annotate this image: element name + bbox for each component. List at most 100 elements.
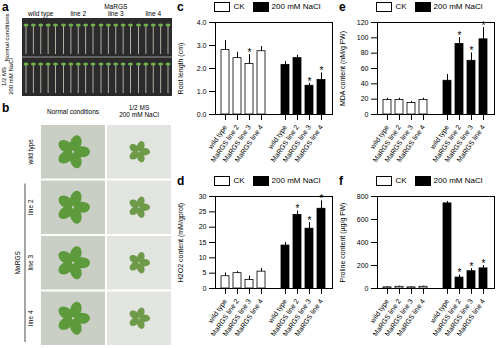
svg-text:MaRGS line 2: MaRGS line 2 [209, 297, 241, 338]
html-text:200 mM NaCl: 200 mM NaCl [271, 176, 321, 186]
svg-text:MaRGS: MaRGS [14, 251, 21, 275]
svg-text:MaRGS line 3: MaRGS line 3 [281, 297, 313, 338]
html-text:200 mM NaCl: 200 mM NaCl [433, 2, 483, 12]
svg-text:100: 100 [357, 34, 369, 41]
svg-text:1/2 MS: 1/2 MS [1, 67, 7, 86]
html-text:CK: CK [233, 176, 245, 186]
svg-text:*: * [308, 215, 312, 226]
svg-text:line 4: line 4 [145, 10, 161, 17]
svg-text:MaRGS line 3: MaRGS line 3 [383, 123, 415, 164]
svg-text:MaRGS line 3: MaRGS line 3 [221, 123, 253, 164]
svg-text:wild type: wild type [428, 123, 451, 150]
svg-text:wild type: wild type [206, 123, 229, 150]
svg-text:MaRGS line 4: MaRGS line 4 [293, 124, 324, 164]
svg-text:Root length (cm): Root length (cm) [177, 43, 185, 95]
svg-text:*: * [320, 65, 324, 76]
svg-text:0: 0 [365, 285, 369, 292]
svg-text:*: * [458, 267, 462, 278]
svg-text:MaRGS line 3: MaRGS line 3 [281, 123, 313, 164]
svg-text:15: 15 [199, 239, 207, 246]
svg-text:0: 0 [365, 111, 369, 118]
svg-text:Normal conditions: Normal conditions [4, 13, 10, 61]
svg-text:wild type: wild type [368, 123, 391, 150]
html-text:c: c [177, 0, 184, 14]
svg-text:*: * [482, 20, 486, 31]
svg-text:1/2 MS: 1/2 MS [129, 104, 150, 111]
svg-text:*: * [308, 76, 312, 87]
svg-text:MaRGS line 3: MaRGS line 3 [221, 297, 253, 338]
svg-text:MaRGS line 3: MaRGS line 3 [383, 297, 415, 338]
svg-text:3.0: 3.0 [197, 42, 207, 49]
svg-text:60: 60 [361, 65, 369, 72]
svg-text:MaRGS line 2: MaRGS line 2 [209, 123, 241, 164]
svg-text:*: * [320, 193, 324, 204]
svg-text:200 mM NaCl: 200 mM NaCl [119, 111, 159, 118]
svg-text:200: 200 [357, 262, 369, 269]
svg-text:*: * [458, 30, 462, 41]
svg-text:120: 120 [357, 19, 369, 26]
svg-text:MaRGS line 4: MaRGS line 4 [395, 124, 426, 164]
svg-text:MaRGS line 3: MaRGS line 3 [443, 297, 475, 338]
svg-text:MaRGS line 2: MaRGS line 2 [269, 297, 301, 338]
svg-text:MaRGS line 2: MaRGS line 2 [431, 123, 463, 164]
svg-text:2.0: 2.0 [197, 65, 207, 72]
svg-text:MaRGS line 3: MaRGS line 3 [443, 123, 475, 164]
svg-text:0.0: 0.0 [197, 111, 207, 118]
html-text:CK: CK [395, 2, 407, 12]
svg-text:*: * [470, 261, 474, 272]
svg-text:80: 80 [361, 49, 369, 56]
svg-text:5: 5 [203, 269, 207, 276]
html-text:200 mM NaCl: 200 mM NaCl [433, 176, 483, 186]
svg-text:10: 10 [199, 254, 207, 261]
html-text:200 mM NaCl: 200 mM NaCl [271, 2, 321, 12]
svg-text:wild type: wild type [266, 123, 289, 150]
svg-text:MDA content (nM/g FW): MDA content (nM/g FW) [339, 31, 347, 106]
svg-text:600: 600 [357, 216, 369, 223]
svg-text:Normal conditions: Normal conditions [47, 108, 100, 115]
svg-text:line 2: line 2 [70, 10, 86, 17]
svg-text:MaRGS line 4: MaRGS line 4 [233, 124, 264, 164]
svg-text:MaRGS line 4: MaRGS line 4 [233, 298, 264, 338]
svg-text:MaRGS line 2: MaRGS line 2 [371, 297, 403, 338]
svg-text:wild type: wild type [368, 297, 391, 324]
svg-text:*: * [470, 45, 474, 56]
svg-text:800: 800 [357, 193, 369, 200]
svg-text:0: 0 [203, 285, 207, 292]
svg-text:40: 40 [361, 80, 369, 87]
svg-text:wild type: wild type [27, 139, 35, 166]
svg-text:400: 400 [357, 239, 369, 246]
svg-text:b: b [2, 101, 9, 115]
svg-text:*: * [482, 258, 486, 269]
svg-text:line 4: line 4 [27, 310, 34, 326]
svg-text:wild type: wild type [266, 297, 289, 324]
svg-text:line 3: line 3 [108, 10, 124, 17]
svg-text:200 mM NaCl: 200 mM NaCl [8, 58, 14, 95]
svg-text:25: 25 [199, 208, 207, 215]
svg-text:20: 20 [199, 223, 207, 230]
svg-text:line 3: line 3 [27, 255, 34, 271]
svg-text:MaRGS line 4: MaRGS line 4 [395, 298, 426, 338]
svg-text:MaRGS line 2: MaRGS line 2 [269, 123, 301, 164]
svg-text:line 2: line 2 [27, 199, 34, 215]
svg-text:*: * [248, 47, 252, 58]
svg-text:Proline content (µg/g FW): Proline content (µg/g FW) [339, 203, 347, 283]
svg-text:30: 30 [199, 193, 207, 200]
svg-text:20: 20 [361, 95, 369, 102]
svg-text:MaRGS line 4: MaRGS line 4 [455, 124, 486, 164]
svg-text:MaRGS line 2: MaRGS line 2 [431, 297, 463, 338]
svg-text:wild type: wild type [27, 10, 54, 18]
html-text:CK: CK [395, 176, 407, 186]
svg-text:wild type: wild type [206, 297, 229, 324]
html-text:d: d [177, 174, 185, 188]
svg-text:wild type: wild type [428, 297, 451, 324]
svg-text:*: * [296, 203, 300, 214]
svg-text:MaRGS line 4: MaRGS line 4 [455, 298, 486, 338]
svg-text:MaRGS: MaRGS [104, 3, 128, 10]
html-text:CK: CK [233, 2, 245, 12]
svg-text:4.0: 4.0 [197, 19, 207, 26]
svg-text:MaRGS line 4: MaRGS line 4 [293, 298, 324, 338]
svg-text:1.0: 1.0 [197, 88, 207, 95]
svg-text:MaRGS line 2: MaRGS line 2 [371, 123, 403, 164]
svg-text:a: a [2, 0, 9, 14]
svg-text:H2O2 content (mM/gprot): H2O2 content (mM/gprot) [177, 203, 185, 282]
